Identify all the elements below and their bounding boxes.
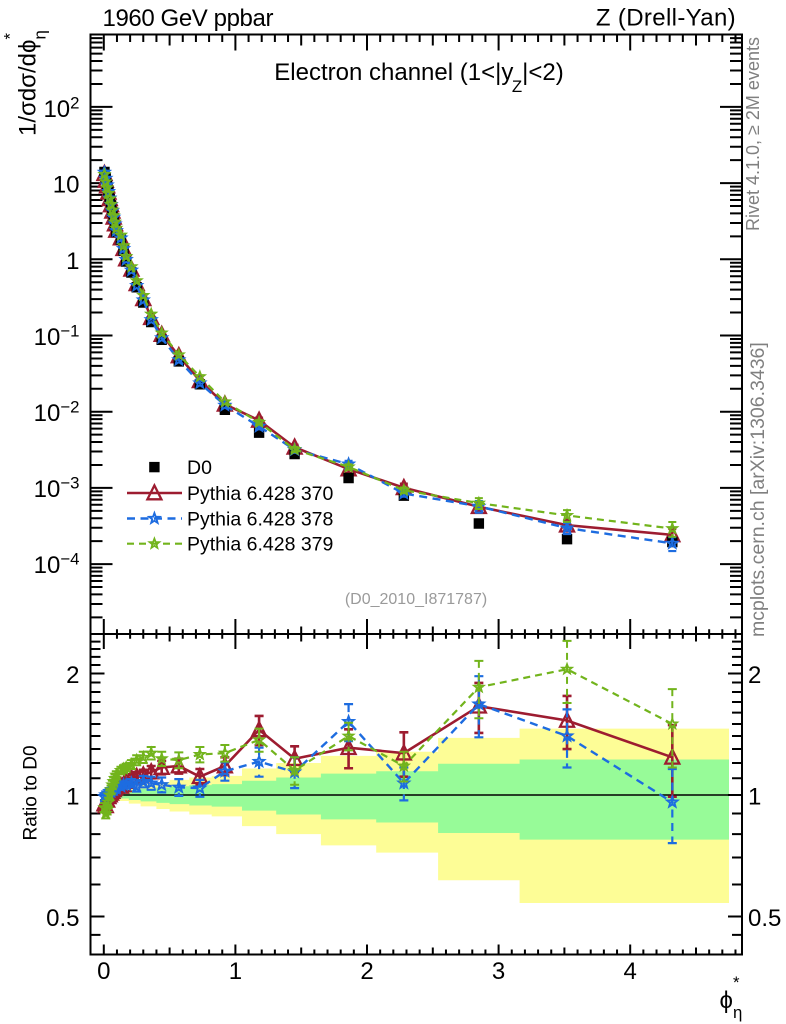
svg-text:2: 2 [748, 662, 761, 689]
svg-text:0.5: 0.5 [46, 905, 79, 932]
svg-text:4: 4 [624, 958, 637, 985]
svg-text:10−3: 10−3 [34, 473, 80, 503]
svg-text:1: 1 [748, 784, 761, 811]
svg-text:3: 3 [492, 958, 505, 985]
svg-text:Rivet 4.1.0, ≥ 2M events: Rivet 4.1.0, ≥ 2M events [743, 37, 763, 231]
svg-text:1960 GeV ppbar: 1960 GeV ppbar [103, 5, 274, 32]
svg-text:Pythia 6.428 370: Pythia 6.428 370 [187, 483, 334, 505]
svg-text:(D0_2010_I871787): (D0_2010_I871787) [345, 591, 487, 608]
svg-text:2: 2 [360, 958, 373, 985]
svg-text:1: 1 [66, 248, 79, 275]
svg-text:2: 2 [66, 662, 79, 689]
svg-text:Z (Drell-Yan): Z (Drell-Yan) [596, 5, 736, 32]
svg-text:Electron channel (1<|yZ|<2): Electron channel (1<|y Z|<2) [274, 59, 563, 96]
svg-text:D0: D0 [187, 457, 212, 479]
svg-text:Pythia 6.428 378: Pythia 6.428 378 [187, 509, 333, 531]
svg-text:Ratio to D0: Ratio to D0 [21, 745, 42, 840]
svg-text:0.5: 0.5 [748, 905, 781, 932]
svg-text:10: 10 [53, 172, 80, 199]
svg-text:1: 1 [229, 958, 242, 985]
svg-text:1: 1 [66, 784, 79, 811]
svg-text:0: 0 [97, 958, 110, 985]
svg-text:mcplots.cern.ch [arXiv:1306.34: mcplots.cern.ch [arXiv:1306.3436] [747, 342, 769, 637]
svg-text:Pythia 6.428 379: Pythia 6.428 379 [187, 534, 333, 556]
